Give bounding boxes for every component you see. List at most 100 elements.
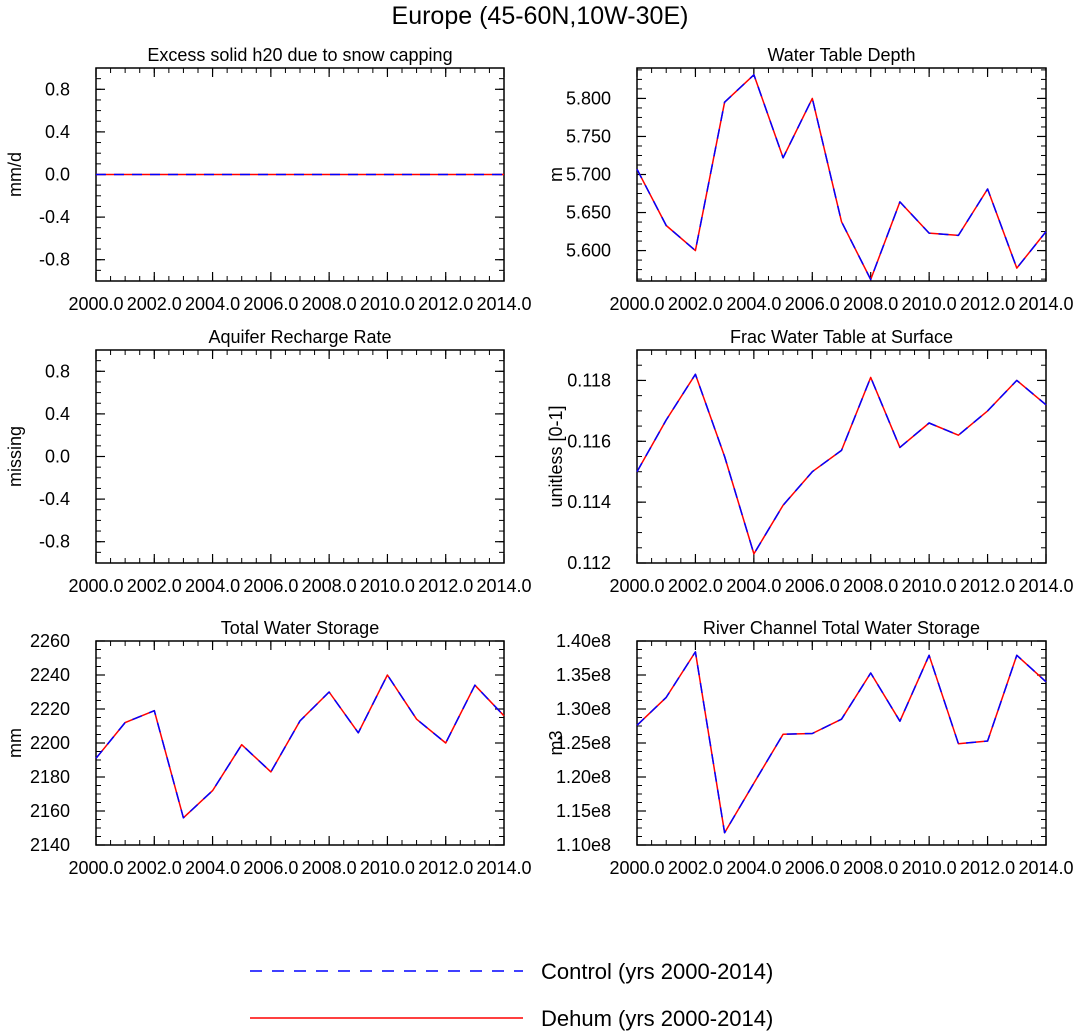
chart-title: Water Table Depth: [767, 45, 915, 65]
x-tick-label: 2006.0: [243, 576, 298, 596]
y-tick-label: 5.700: [566, 165, 611, 185]
y-tick-label: 0.8: [45, 79, 70, 99]
chart-panels: Excess solid h20 due to snow capping mm/d…: [5, 45, 1074, 878]
y-tick-label: -0.4: [39, 489, 70, 509]
x-tick-label: 2000.0: [68, 294, 123, 314]
y-tick-label: 0.0: [45, 447, 70, 467]
x-tick-label: 2000.0: [68, 858, 123, 878]
x-tick-label: 2006.0: [785, 858, 840, 878]
x-tick-label: 2006.0: [785, 576, 840, 596]
y-axis-label: m3: [546, 730, 566, 755]
x-tick-label: 2008.0: [843, 576, 898, 596]
y-tick-label: 1.30e8: [556, 699, 611, 719]
x-tick-label: 2012.0: [418, 576, 473, 596]
x-tick-label: 2002.0: [127, 576, 182, 596]
chart-panel-5: Total Water Storage mm 2140 2160 2180 2200 222…: [5, 618, 532, 878]
chart-panel-4: Frac Water Table at Surface unitless [0-1…: [546, 327, 1074, 596]
x-tick-label: 2014.0: [1018, 858, 1073, 878]
y-tick-label: -0.8: [39, 532, 70, 552]
plot-frame: [636, 67, 1047, 282]
x-tick-label: 2004.0: [726, 294, 781, 314]
chart-title: Aquifer Recharge Rate: [208, 327, 391, 347]
plot-frame: [95, 349, 505, 564]
chart-panel-3: Aquifer Recharge Rate missing -0.8 -0.4 0.0 0…: [5, 327, 532, 596]
y-tick-label: 5.650: [566, 203, 611, 223]
y-tick-label: 0.4: [45, 404, 70, 424]
x-tick-label: 2004.0: [185, 576, 240, 596]
y-axis-label: missing: [5, 426, 25, 487]
y-tick-label: 0.4: [45, 122, 70, 142]
series-line-dehum: [95, 674, 505, 819]
y-axis-label: mm: [5, 728, 25, 758]
chart-panel-1: Excess solid h20 due to snow capping mm/d…: [5, 45, 532, 314]
legend: Control (yrs 2000-2014) Dehum (yrs 2000-…: [250, 959, 773, 1031]
y-tick-label: 1.40e8: [556, 631, 611, 651]
x-tick-label: 2012.0: [960, 294, 1015, 314]
x-tick-label: 2008.0: [843, 858, 898, 878]
chart-title: Total Water Storage: [221, 618, 379, 638]
x-tick-label: 2004.0: [726, 858, 781, 878]
x-tick-label: 2002.0: [127, 294, 182, 314]
x-tick-label: 2000.0: [68, 576, 123, 596]
y-tick-label: 1.15e8: [556, 801, 611, 821]
y-axis-label: mm/d: [5, 152, 25, 197]
x-tick-label: 2004.0: [185, 294, 240, 314]
x-tick-label: 2000.0: [609, 576, 664, 596]
x-tick-label: 2004.0: [726, 576, 781, 596]
y-tick-label: -0.4: [39, 207, 70, 227]
y-tick-label: 1.10e8: [556, 835, 611, 855]
x-tick-label: 2012.0: [960, 858, 1015, 878]
x-tick-label: 2010.0: [902, 294, 957, 314]
x-tick-label: 2014.0: [476, 294, 531, 314]
series-line-dehum: [636, 373, 1047, 555]
y-axis-label: unitless [0-1]: [546, 405, 566, 507]
y-tick-label: 2200: [30, 733, 70, 753]
x-tick-label: 2000.0: [609, 858, 664, 878]
y-tick-label: 2140: [30, 835, 70, 855]
series-line-control: [95, 674, 505, 819]
y-tick-label: 2180: [30, 767, 70, 787]
x-tick-label: 2006.0: [243, 858, 298, 878]
x-tick-label: 2010.0: [902, 858, 957, 878]
x-tick-label: 2010.0: [360, 576, 415, 596]
y-tick-label: 0.114: [567, 492, 611, 512]
x-tick-label: 2006.0: [785, 294, 840, 314]
plot-frame: [95, 640, 505, 846]
x-tick-label: 2014.0: [476, 576, 531, 596]
y-tick-label: 2220: [30, 699, 70, 719]
y-tick-label: 0.0: [45, 165, 70, 185]
y-tick-label: -0.8: [39, 250, 70, 270]
series-line-dehum: [636, 651, 1047, 834]
chart-panel-2: Water Table Depth m 5.600 5.650 5.700 5.750 5.…: [546, 45, 1074, 314]
y-tick-label: 2260: [30, 631, 70, 651]
y-tick-label: 2160: [30, 801, 70, 821]
y-tick-label: 1.20e8: [556, 767, 611, 787]
y-tick-label: 0.118: [567, 370, 611, 390]
x-tick-label: 2012.0: [960, 576, 1015, 596]
x-tick-label: 2002.0: [127, 858, 182, 878]
y-tick-label: 0.8: [45, 361, 70, 381]
x-tick-label: 2002.0: [668, 294, 723, 314]
y-tick-label: 2240: [30, 665, 70, 685]
chart-title: Excess solid h20 due to snow capping: [147, 45, 452, 65]
x-tick-label: 2000.0: [609, 294, 664, 314]
x-tick-label: 2014.0: [476, 858, 531, 878]
y-tick-label: 5.800: [566, 88, 611, 108]
x-tick-label: 2008.0: [302, 858, 357, 878]
series-line-dehum: [636, 74, 1047, 281]
x-tick-label: 2012.0: [418, 858, 473, 878]
x-tick-label: 2014.0: [1018, 576, 1073, 596]
y-tick-label: 0.112: [567, 553, 611, 573]
x-tick-label: 2014.0: [1018, 294, 1073, 314]
series-line-control: [636, 373, 1047, 555]
legend-dehum-label: Dehum (yrs 2000-2014): [541, 1006, 773, 1031]
x-tick-label: 2002.0: [668, 576, 723, 596]
y-tick-label: 1.25e8: [556, 733, 611, 753]
figure-title: Europe (45-60N,10W-30E): [392, 2, 689, 30]
y-tick-label: 1.35e8: [556, 665, 611, 685]
x-tick-label: 2008.0: [302, 576, 357, 596]
legend-control-label: Control (yrs 2000-2014): [541, 959, 773, 984]
y-tick-label: 0.116: [567, 431, 611, 451]
chart-panel-6: River Channel Total Water Storage m3 1.10e…: [546, 618, 1074, 878]
